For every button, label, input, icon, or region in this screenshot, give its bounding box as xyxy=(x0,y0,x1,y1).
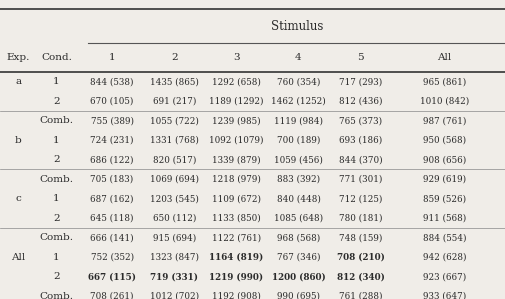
Text: 771 (301): 771 (301) xyxy=(339,175,382,184)
Text: 968 (568): 968 (568) xyxy=(277,233,320,242)
Text: 1069 (694): 1069 (694) xyxy=(149,175,199,184)
Text: 708 (261): 708 (261) xyxy=(90,292,134,299)
Text: 752 (352): 752 (352) xyxy=(90,253,134,262)
Text: 1055 (722): 1055 (722) xyxy=(150,116,198,125)
Text: 915 (694): 915 (694) xyxy=(153,233,196,242)
Text: 1462 (1252): 1462 (1252) xyxy=(271,97,326,106)
Text: 820 (517): 820 (517) xyxy=(153,155,196,164)
Text: 812 (436): 812 (436) xyxy=(339,97,382,106)
Text: 812 (340): 812 (340) xyxy=(337,272,384,281)
Text: 712 (125): 712 (125) xyxy=(339,194,382,203)
Text: 666 (141): 666 (141) xyxy=(90,233,134,242)
Text: 708 (210): 708 (210) xyxy=(337,253,384,262)
Text: 883 (392): 883 (392) xyxy=(277,175,320,184)
Text: 1: 1 xyxy=(53,253,60,262)
Text: 1: 1 xyxy=(53,77,60,86)
Text: 933 (647): 933 (647) xyxy=(423,292,466,299)
Text: 2: 2 xyxy=(53,155,60,164)
Text: 1109 (672): 1109 (672) xyxy=(212,194,261,203)
Text: 1203 (545): 1203 (545) xyxy=(150,194,198,203)
Text: 719 (331): 719 (331) xyxy=(150,272,198,281)
Text: 1218 (979): 1218 (979) xyxy=(212,175,261,184)
Text: 705 (183): 705 (183) xyxy=(90,175,134,184)
Text: Stimulus: Stimulus xyxy=(271,20,323,33)
Text: 1010 (842): 1010 (842) xyxy=(420,97,469,106)
Text: 717 (293): 717 (293) xyxy=(339,77,382,86)
Text: 650 (112): 650 (112) xyxy=(153,214,196,223)
Text: 687 (162): 687 (162) xyxy=(90,194,134,203)
Text: 929 (619): 929 (619) xyxy=(423,175,466,184)
Text: 1122 (761): 1122 (761) xyxy=(212,233,261,242)
Text: 844 (538): 844 (538) xyxy=(90,77,134,86)
Text: 1435 (865): 1435 (865) xyxy=(150,77,198,86)
Text: 755 (389): 755 (389) xyxy=(90,116,134,125)
Text: 761 (288): 761 (288) xyxy=(339,292,382,299)
Text: Exp.: Exp. xyxy=(7,53,30,62)
Text: 5: 5 xyxy=(357,53,364,62)
Text: 1239 (985): 1239 (985) xyxy=(212,116,261,125)
Text: a: a xyxy=(15,77,21,86)
Text: 1012 (702): 1012 (702) xyxy=(149,292,199,299)
Text: 1085 (648): 1085 (648) xyxy=(274,214,323,223)
Text: 1164 (819): 1164 (819) xyxy=(209,253,264,262)
Text: 2: 2 xyxy=(53,214,60,223)
Text: 840 (448): 840 (448) xyxy=(277,194,320,203)
Text: 1059 (456): 1059 (456) xyxy=(274,155,323,164)
Text: 942 (628): 942 (628) xyxy=(423,253,466,262)
Text: 1292 (658): 1292 (658) xyxy=(212,77,261,86)
Text: 724 (231): 724 (231) xyxy=(90,136,134,145)
Text: All: All xyxy=(437,53,451,62)
Text: 950 (568): 950 (568) xyxy=(423,136,466,145)
Text: 1133 (850): 1133 (850) xyxy=(212,214,261,223)
Text: 691 (217): 691 (217) xyxy=(153,97,196,106)
Text: 911 (568): 911 (568) xyxy=(423,214,466,223)
Text: 686 (122): 686 (122) xyxy=(90,155,134,164)
Text: c: c xyxy=(15,194,21,203)
Text: 2: 2 xyxy=(53,97,60,106)
Text: 1119 (984): 1119 (984) xyxy=(274,116,323,125)
Text: b: b xyxy=(15,136,22,145)
Text: 1192 (908): 1192 (908) xyxy=(212,292,261,299)
Text: 859 (526): 859 (526) xyxy=(423,194,466,203)
Text: 3: 3 xyxy=(233,53,240,62)
Text: 700 (189): 700 (189) xyxy=(277,136,320,145)
Text: 1: 1 xyxy=(53,136,60,145)
Text: 760 (354): 760 (354) xyxy=(277,77,320,86)
Text: 645 (118): 645 (118) xyxy=(90,214,134,223)
Text: 767 (346): 767 (346) xyxy=(277,253,320,262)
Text: All: All xyxy=(11,253,25,262)
Text: 1323 (847): 1323 (847) xyxy=(149,253,199,262)
Text: 2: 2 xyxy=(53,272,60,281)
Text: Cond.: Cond. xyxy=(41,53,72,62)
Text: Comb.: Comb. xyxy=(39,116,74,125)
Text: 1: 1 xyxy=(109,53,116,62)
Text: 1339 (879): 1339 (879) xyxy=(212,155,261,164)
Text: 670 (105): 670 (105) xyxy=(90,97,134,106)
Text: 1219 (990): 1219 (990) xyxy=(209,272,264,281)
Text: 4: 4 xyxy=(295,53,302,62)
Text: 667 (115): 667 (115) xyxy=(88,272,136,281)
Text: Comb.: Comb. xyxy=(39,175,74,184)
Text: Comb.: Comb. xyxy=(39,233,74,242)
Text: 2: 2 xyxy=(171,53,178,62)
Text: 1092 (1079): 1092 (1079) xyxy=(209,136,264,145)
Text: 908 (656): 908 (656) xyxy=(423,155,466,164)
Text: 765 (373): 765 (373) xyxy=(339,116,382,125)
Text: 990 (695): 990 (695) xyxy=(277,292,320,299)
Text: 693 (186): 693 (186) xyxy=(339,136,382,145)
Text: 780 (181): 780 (181) xyxy=(339,214,382,223)
Text: 1189 (1292): 1189 (1292) xyxy=(209,97,264,106)
Text: 844 (370): 844 (370) xyxy=(339,155,382,164)
Text: 923 (667): 923 (667) xyxy=(423,272,466,281)
Text: 1: 1 xyxy=(53,194,60,203)
Text: 748 (159): 748 (159) xyxy=(339,233,382,242)
Text: 987 (761): 987 (761) xyxy=(423,116,466,125)
Text: Comb.: Comb. xyxy=(39,292,74,299)
Text: 1200 (860): 1200 (860) xyxy=(272,272,325,281)
Text: 884 (554): 884 (554) xyxy=(423,233,466,242)
Text: 1331 (768): 1331 (768) xyxy=(150,136,198,145)
Text: 965 (861): 965 (861) xyxy=(423,77,466,86)
